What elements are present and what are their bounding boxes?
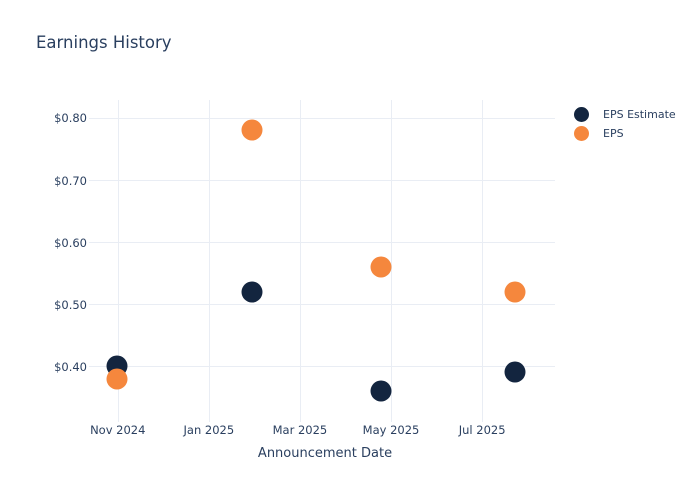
x-axis-tick — [117, 417, 119, 422]
gridline-x — [482, 100, 484, 417]
x-axis-tick — [208, 417, 210, 422]
y-tick-label: $0.50 — [54, 297, 87, 312]
x-axis-tick — [482, 417, 484, 422]
marker-eps[interactable] — [241, 119, 263, 141]
eps-marker-icon — [574, 126, 589, 141]
x-axis-tick — [391, 417, 393, 422]
legend-label-eps-estimate: EPS Estimate — [603, 108, 676, 121]
marker-eps-estimate[interactable] — [504, 361, 526, 383]
legend-label-eps: EPS — [603, 127, 624, 140]
y-axis-tick — [89, 117, 95, 119]
x-axis-tick — [299, 417, 301, 422]
legend-item-eps[interactable]: EPS — [574, 124, 676, 143]
x-tick-label: Mar 2025 — [272, 423, 328, 437]
marker-eps[interactable] — [504, 281, 526, 303]
x-tick-label: Jul 2025 — [458, 423, 506, 437]
marker-eps-estimate[interactable] — [370, 380, 392, 402]
marker-eps[interactable] — [370, 256, 392, 278]
gridline-y — [95, 180, 555, 182]
x-tick-label: May 2025 — [362, 423, 420, 437]
x-tick-label: Jan 2025 — [183, 423, 235, 437]
eps-estimate-marker-icon — [574, 107, 589, 122]
gridline-y — [95, 366, 555, 368]
y-tick-label: $0.40 — [54, 359, 87, 374]
legend: EPS Estimate EPS — [574, 105, 676, 143]
y-tick-label: $0.80 — [54, 111, 87, 126]
gridline-y — [95, 117, 555, 119]
y-axis-tick — [89, 180, 95, 182]
gridline-x — [391, 100, 393, 417]
legend-item-eps-estimate[interactable]: EPS Estimate — [574, 105, 676, 124]
y-axis-tick — [89, 242, 95, 244]
marker-eps-estimate[interactable] — [241, 281, 263, 303]
y-axis-tick — [89, 366, 95, 368]
x-tick-label: Nov 2024 — [90, 423, 146, 437]
y-tick-label: $0.70 — [54, 173, 87, 188]
gridline-x — [117, 100, 119, 417]
chart-title: Earnings History — [36, 33, 172, 52]
x-axis-title: Announcement Date — [257, 446, 393, 461]
gridline-x — [299, 100, 301, 417]
y-axis-tick — [89, 304, 95, 306]
gridline-y — [95, 242, 555, 244]
y-tick-label: $0.60 — [54, 235, 87, 250]
gridline-x — [208, 100, 210, 417]
gridline-y — [95, 304, 555, 306]
marker-eps[interactable] — [106, 368, 128, 390]
